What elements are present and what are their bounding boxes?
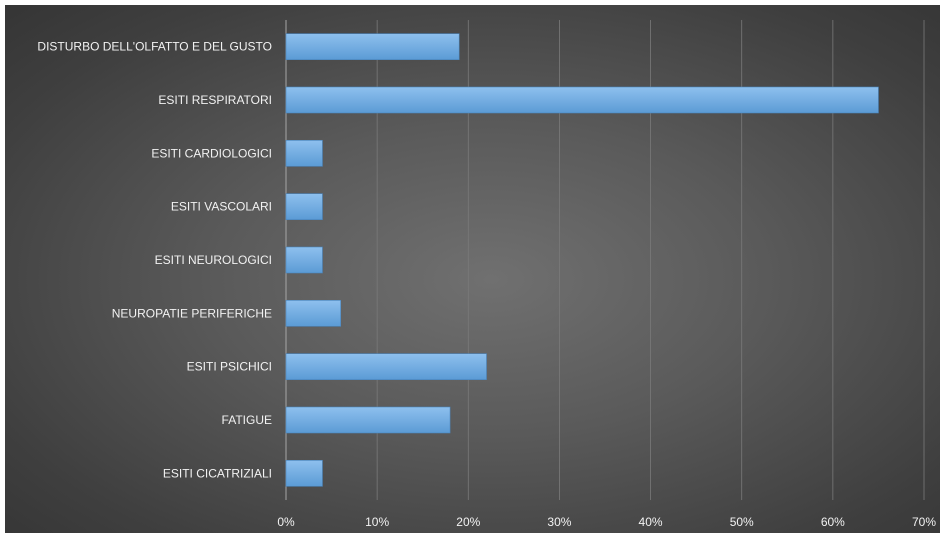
bar — [285, 33, 460, 60]
x-tick-label: 50% — [730, 515, 754, 529]
x-tick-label: 0% — [277, 515, 295, 529]
bar — [285, 193, 323, 220]
x-tick-label: 70% — [912, 515, 936, 529]
x-tick-label: 60% — [821, 515, 845, 529]
bar — [285, 300, 341, 327]
category-label: ESITI PSICHICI — [187, 360, 272, 374]
category-label: FATIGUE — [222, 413, 272, 427]
category-label: ESITI CICATRIZIALI — [163, 466, 272, 480]
bar — [285, 406, 451, 434]
category-label: NEUROPATIE PERIFERICHE — [112, 306, 272, 320]
bar — [285, 460, 323, 487]
bar — [285, 140, 323, 167]
bar — [285, 86, 879, 114]
category-labels: DISTURBO DELL'OLFATTO E DEL GUSTO ESITI R… — [37, 40, 272, 481]
category-label: ESITI RESPIRATORI — [158, 93, 272, 107]
x-tick-label: 10% — [365, 515, 389, 529]
x-tick-label: 40% — [639, 515, 663, 529]
x-tick-label: 30% — [547, 515, 571, 529]
x-tick-labels: 0% 10% 20% 30% 40% 50% 60% 70% — [277, 515, 936, 529]
category-label: ESITI CARDIOLOGICI — [151, 146, 272, 160]
bars — [285, 33, 879, 487]
bar — [285, 353, 487, 380]
category-label: DISTURBO DELL'OLFATTO E DEL GUSTO — [37, 40, 272, 54]
bar — [285, 246, 323, 274]
x-tick-label: 20% — [456, 515, 480, 529]
category-label: ESITI VASCOLARI — [171, 200, 272, 214]
category-label: ESITI NEUROLOGICI — [155, 253, 272, 267]
